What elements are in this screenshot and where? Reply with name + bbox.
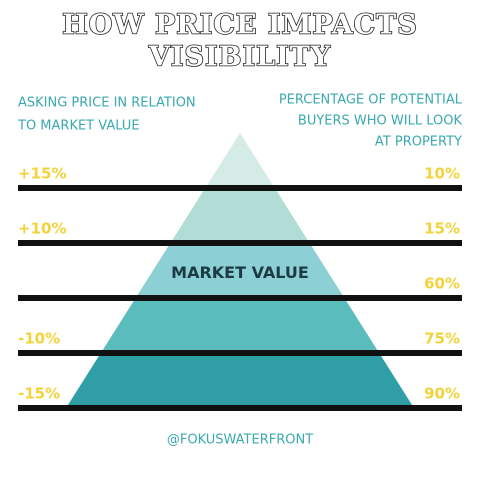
price-label: +10% <box>18 220 66 238</box>
pyramid-tier <box>100 298 380 353</box>
footer: @FOKUSWATERFRONT <box>167 433 313 448</box>
right-heading: BUYERS WHO WILL LOOK <box>298 114 463 129</box>
divider-bar <box>18 185 462 191</box>
title-line: HOW PRICE IMPACTS <box>62 10 417 41</box>
pyramid-tier <box>205 133 275 188</box>
buyers-label: 75% <box>424 330 460 348</box>
pyramid-tier <box>170 188 310 243</box>
pyramid-tier <box>135 243 345 298</box>
tier-label: MARKET VALUE <box>171 263 309 282</box>
pyramid: +15% 10% +10% 15% MARKET VALUE 60% -10% 75% -15%… <box>18 133 462 411</box>
buyers-label: 15% <box>424 220 460 238</box>
left-heading: TO MARKET VALUE <box>17 119 140 134</box>
buyers-label: 90% <box>424 385 460 403</box>
divider-bar <box>18 295 462 301</box>
divider-bar <box>18 350 462 356</box>
left-heading: ASKING PRICE IN RELATION <box>18 96 196 111</box>
buyers-label: 10% <box>424 165 460 183</box>
buyers-label: 60% <box>424 275 460 293</box>
price-label: -10% <box>18 330 60 348</box>
price-label: -15% <box>18 385 60 403</box>
title-line: VISIBILITY <box>148 42 331 73</box>
right-heading: AT PROPERTY <box>375 135 462 150</box>
pyramid-tier <box>66 353 414 408</box>
divider-bar <box>18 405 462 411</box>
price-label: +15% <box>18 165 66 183</box>
divider-bar <box>18 240 462 246</box>
right-heading: PERCENTAGE OF POTENTIAL <box>279 93 463 108</box>
